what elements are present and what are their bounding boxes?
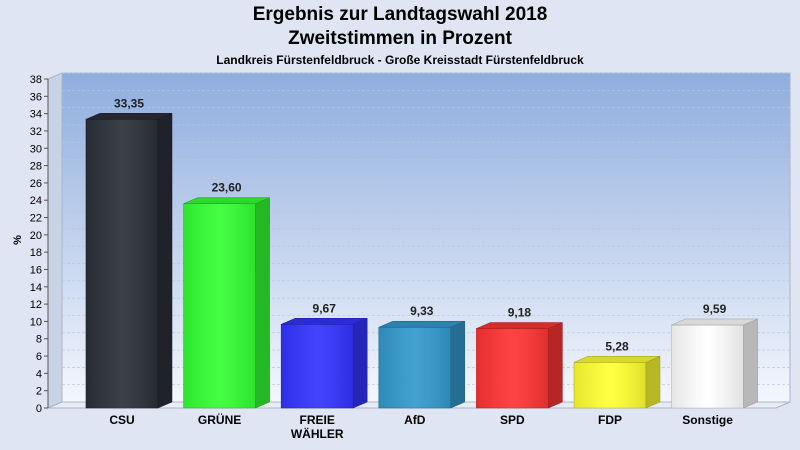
y-tick-label: 36	[30, 91, 42, 103]
y-tick-label: 0	[36, 403, 42, 415]
value-label: 9,67	[313, 301, 337, 315]
y-tick-label: 12	[30, 299, 42, 311]
bar-sheen	[183, 203, 256, 408]
value-label: 9,59	[703, 302, 727, 316]
y-tick-label: 8	[36, 334, 42, 346]
bar-side	[450, 320, 466, 409]
x-tick-label: FREIE WÄHLER	[291, 413, 344, 441]
y-tick-label: 22	[30, 213, 42, 225]
bar-top	[476, 322, 563, 329]
value-label: 9,33	[410, 304, 434, 318]
x-tick-label: Sonstige	[682, 413, 733, 427]
value-label: 5,28	[605, 339, 629, 353]
x-tick-label: CSU	[109, 413, 134, 427]
x-tick-label: FDP	[598, 413, 622, 427]
value-label: 33,35	[114, 96, 144, 110]
bar-side	[645, 355, 661, 409]
value-label: 9,18	[508, 306, 532, 320]
bar-sheen	[86, 119, 158, 408]
y-tick-label: 20	[30, 230, 42, 242]
bar-5: 5,28	[573, 339, 661, 409]
bar-top	[85, 113, 173, 120]
bar-1: 23,60	[183, 181, 270, 409]
y-tick-label: 6	[36, 351, 42, 363]
bar-sheen	[378, 327, 451, 408]
bar-sheen	[574, 362, 646, 408]
y-tick-label: 28	[30, 161, 42, 173]
y-tick-label: 14	[30, 282, 42, 294]
y-tick-label: 4	[36, 368, 42, 380]
y-tick-label: 26	[30, 178, 42, 190]
bar-3: 9,33	[378, 304, 466, 409]
bar-4: 9,18	[476, 306, 563, 409]
bar-6: 9,59	[671, 302, 758, 409]
bar-side	[255, 197, 270, 409]
bar-sheen	[476, 328, 549, 408]
chart-subtitle: Zweitstimmen in Prozent	[288, 28, 512, 49]
bar-top	[671, 318, 758, 326]
bar-side	[548, 322, 563, 409]
plot-side-wall	[47, 72, 63, 409]
y-tick-label: 2	[36, 386, 42, 398]
value-label: 23,60	[212, 181, 242, 195]
bar-top	[573, 356, 661, 363]
bars: 33,35 23,60 9,67 9,33 9,18 5,28 9,59	[85, 96, 758, 409]
x-tick-label: SPD	[500, 413, 525, 427]
bar-sheen	[671, 324, 744, 408]
bar-top	[183, 197, 270, 204]
y-tick-label: 34	[30, 109, 42, 121]
y-tick-label: 10	[30, 316, 42, 328]
y-tick-label: 30	[30, 143, 42, 155]
y-axis-label: %	[12, 235, 24, 245]
bar-2: 9,67	[280, 301, 368, 409]
y-tick-label: 32	[30, 126, 42, 138]
bar-side	[352, 317, 368, 409]
x-axis: CSU GRÜNE FREIE WÄHLER AfD SPD FDP Sonstige	[109, 412, 733, 441]
chart-region-subtitle: Landkreis Fürstenfeldbruck - Große Kreis…	[216, 53, 584, 67]
bar-top	[281, 318, 368, 325]
y-tick-label: 18	[30, 247, 42, 259]
bar-sheen	[281, 324, 354, 408]
y-tick-label: 16	[30, 264, 42, 276]
bar-side	[743, 318, 758, 409]
x-tick-label: AfD	[404, 413, 426, 427]
y-tick-label: 38	[30, 74, 42, 86]
x-tick-label: GRÜNE	[198, 412, 241, 427]
bar-side	[157, 112, 173, 409]
bar-0: 33,35	[85, 96, 173, 409]
bar-top	[378, 320, 465, 328]
y-tick-label: 24	[30, 195, 42, 207]
chart-title: Ergebnis zur Landtagswahl 2018	[252, 4, 548, 25]
